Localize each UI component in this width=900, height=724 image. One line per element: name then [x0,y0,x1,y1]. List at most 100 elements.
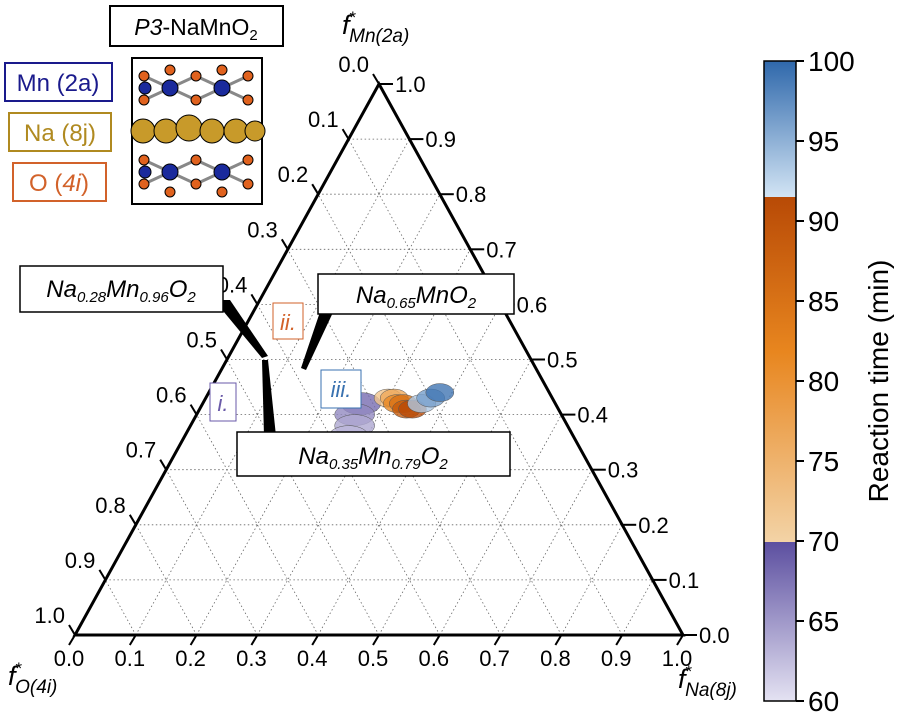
legend-na: Na (8j) [8,112,112,152]
axis-label-top-sub: Mn(2a) [349,26,409,47]
tick-mark [189,404,198,416]
tick-label-right: 0.3 [608,458,639,483]
callout-na028-p0: Na [46,276,77,303]
crystal-structure-inset [130,57,266,205]
ternary-triangle [72,80,686,637]
tick-label-bottom: 0.4 [297,646,328,671]
grid-line [348,138,623,636]
svg-text:Na (8j): Na (8j) [24,120,96,147]
colorbar-tick-label: 100 [808,46,855,77]
tick-mark [615,634,624,646]
colorbar-tick-label: 90 [808,206,839,237]
axis-label-left: f* O(4i) [8,659,57,698]
tick-label-bottom: 0.2 [175,646,206,671]
callout-na035-p1: 0.35 [329,456,359,473]
colorbar-segment-violet [764,542,796,701]
tick-mark [676,634,684,646]
grid-line [500,469,593,636]
colorbar: 60 65 70 75 80 85 90 95 100 Reaction time (min) [763,46,894,717]
tick-label-left: 0.6 [156,383,187,408]
tick-mark [128,514,137,526]
colorbar-label: Reaction time (min) [863,260,894,503]
svg-text:Na0.28Mn0.96O2: Na0.28Mn0.96O2 [46,276,196,306]
tick-label-right: 0.0 [699,623,730,648]
callout-na028-p3: 0.96 [140,289,170,306]
tick-mark [311,183,320,195]
tick-label-right: 0.8 [456,182,487,207]
tick-label-left: 0.8 [95,493,126,518]
tick-mark [493,634,502,646]
legend-mn-tail: (2a) [57,70,100,97]
svg-text:Na0.65MnO2: Na0.65MnO2 [356,282,477,312]
tick-mark [189,634,198,646]
tick-label-right: 0.2 [638,513,669,538]
tick-label-right: 0.4 [577,403,608,428]
series-3 [407,383,455,413]
tick-label-right: 1.0 [395,72,426,97]
grid-line [378,359,532,636]
tick-label-bottom: 0.9 [601,646,632,671]
title-sub: 2 [249,27,257,44]
colorbar-tick-label: 80 [808,366,839,397]
tick-label-bottom: 0.0 [54,646,85,671]
grid-line [105,579,137,636]
colorbar-ticks: 60 65 70 75 80 85 90 95 100 [796,46,855,717]
data-point [425,383,455,402]
tick-label-bottom: 0.3 [236,646,267,671]
tick-mark [372,73,380,85]
tick-mark [311,634,320,646]
colorbar-tick-label: 70 [808,526,839,557]
colorbar-tick-label: 95 [808,126,839,157]
tick-label-left: 0.7 [126,438,157,463]
callout-na028: Na0.28Mn0.96O2 [19,265,268,358]
tick-label-bottom: 0.1 [115,646,146,671]
tick-mark [372,634,380,646]
callout-na035-p4: O [421,443,440,470]
axis-label-right-sub: Na(8j) [685,680,737,701]
legend-mn: Mn (2a) [4,62,113,102]
tick-mark [341,128,350,140]
axis-label-right: f* Na(8j) [678,662,737,701]
tick-mark [220,348,228,361]
axis-ticks: 0.0 1.0 0.0 0.1 0.9 0.1 0.2 0.8 0.2 0.3 0.7 0.3 0.4 0… [34,52,729,671]
tick-label-right: 0.9 [425,127,456,152]
callout-na035-p0: Na [298,443,329,470]
tick-label-left: 0.2 [278,162,309,187]
tick-mark [98,569,107,581]
callout-na035: Na0.35Mn0.79O2 [236,360,511,477]
na-atoms-layer [130,114,266,144]
callout-na028-p1: 0.28 [77,289,107,306]
callout-na065-p1: 0.65 [387,295,417,312]
title-italic: P3 [134,14,162,40]
tick-mark [68,624,76,636]
callout-na035-p5: 2 [438,456,448,473]
tick-mark [159,459,168,471]
annotation-ii-text: ii. [280,310,296,335]
legend-o-tail: ) [81,170,89,197]
callout-na028-p4: O [169,276,188,303]
callout-na065-p3: 2 [467,295,477,312]
tick-mark [68,634,76,646]
callout-na028-p2: Mn [106,276,139,303]
tick-label-right: 0.7 [486,237,517,262]
tick-mark [128,634,137,646]
colorbar-segment-orange [764,197,796,542]
tick-label-left: 1.0 [34,603,65,628]
axis-label-top-main: f [342,10,352,40]
oxygen-atoms-top [138,64,254,106]
svg-text:Mn (2a): Mn (2a) [17,70,100,97]
annotation-ii: ii. [272,302,304,340]
legend-mn-main: Mn [17,70,57,97]
axis-label-left-main: f [8,661,18,691]
annotation-iii: iii. [320,369,362,409]
axis-label-left-sub: O(4i) [15,677,57,698]
svg-text:P3-NaMnO2: P3-NaMnO2 [134,14,257,44]
callout-na065-p0: Na [356,282,387,309]
annotation-i: i. [209,382,237,422]
legend-o-italic: 4i [62,170,81,197]
tick-mark [250,634,259,646]
grid-line [165,469,258,636]
axis-label-right-sup: * [686,662,693,681]
tick-label-left: 0.1 [308,107,339,132]
